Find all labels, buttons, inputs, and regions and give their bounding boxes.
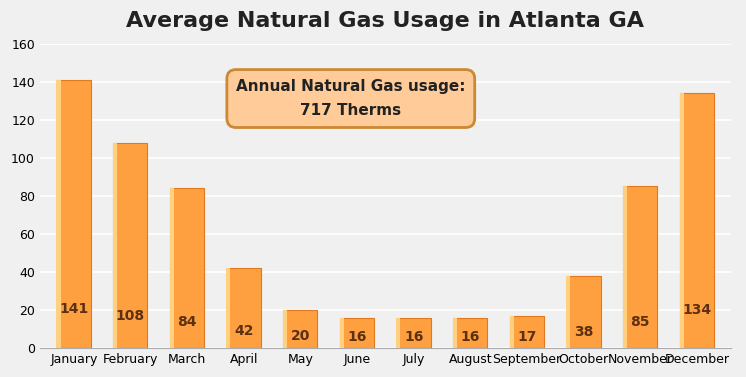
Bar [57,80,91,348]
Bar [510,316,544,348]
Bar [170,188,204,348]
Bar [227,268,261,348]
Text: 16: 16 [404,330,423,344]
Title: Average Natural Gas Usage in Atlanta GA: Average Natural Gas Usage in Atlanta GA [126,11,645,31]
Bar [680,93,683,348]
Text: 84: 84 [178,315,197,329]
Bar [510,316,514,348]
Bar [566,276,601,348]
Text: 85: 85 [630,315,650,329]
Bar [453,317,457,348]
Bar [113,143,148,348]
Text: 20: 20 [291,329,310,343]
Bar [283,310,317,348]
Bar [340,317,374,348]
Text: 16: 16 [460,330,480,344]
Bar [170,188,174,348]
Text: Annual Natural Gas usage:
717 Therms: Annual Natural Gas usage: 717 Therms [236,79,466,118]
Bar [396,317,401,348]
Bar [57,80,60,348]
Bar [566,276,570,348]
Bar [283,310,287,348]
Bar [113,143,117,348]
Text: 141: 141 [59,302,89,316]
Bar [680,93,714,348]
Bar [454,317,487,348]
Bar [226,268,231,348]
Text: 38: 38 [574,325,593,339]
Bar [339,317,344,348]
Bar [397,317,430,348]
Text: 17: 17 [517,330,536,344]
Text: 16: 16 [348,330,367,344]
Text: 134: 134 [683,303,712,317]
Bar [623,186,627,348]
Text: 108: 108 [116,310,145,323]
Bar [623,186,657,348]
Text: 42: 42 [234,325,254,339]
